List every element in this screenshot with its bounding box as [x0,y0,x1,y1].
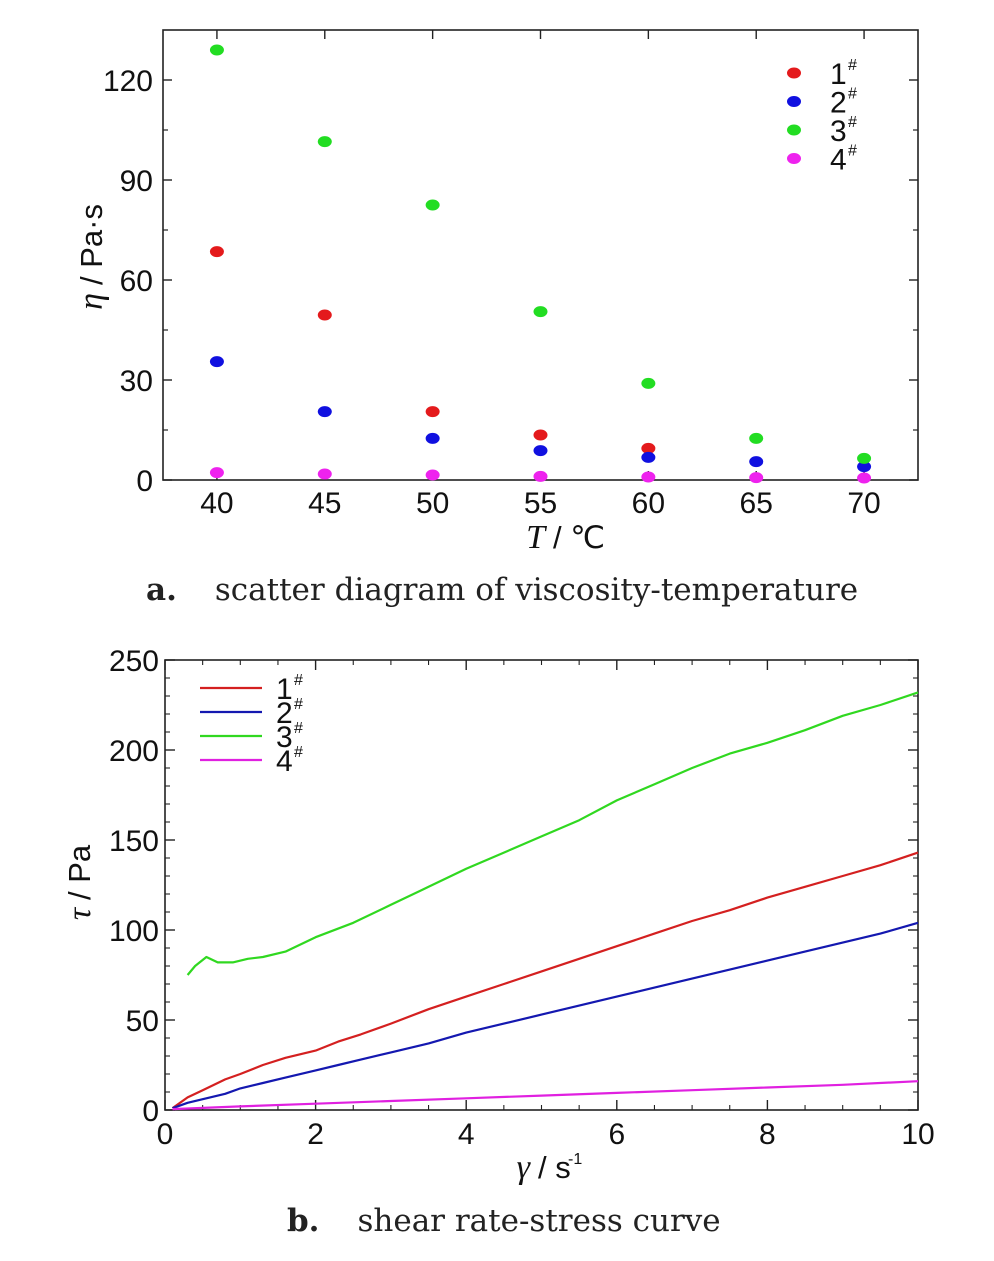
data-point-series-4 [857,472,872,484]
legend-label-4: 4 [276,745,293,778]
y-tick-label: 150 [109,825,159,858]
series-line-3 [186,691,919,976]
data-point-series-3 [209,44,224,56]
y-axis-symbol: η [73,293,110,310]
data-point-series-4 [425,469,440,481]
legend-sup-2: # [294,696,303,713]
x-tick-label: 70 [847,487,880,520]
legend-label-1: 1 [276,673,293,706]
x-tick-label: 55 [524,487,557,520]
data-point-series-2 [209,356,224,368]
y-axis-unit: / Pa·s [74,204,109,285]
y-tick-label: 30 [120,365,153,398]
x-tick-label: 40 [200,487,233,520]
x-axis-symbol: γ [517,1149,532,1186]
data-point-series-3 [749,432,764,444]
legend-sup-4: # [848,143,857,160]
legend-label-2: 2 [830,87,847,120]
x-tick-label: 60 [632,487,665,520]
x-axis-unit: / s [538,1150,571,1185]
caption-a-letter: a. [146,572,177,608]
data-point-series-4 [749,472,764,484]
legend-marker-4 [787,153,801,164]
y-tick-label: 90 [120,165,153,198]
legend-sup-3: # [294,720,303,737]
data-point-series-3 [641,377,656,389]
x-axis-symbol: T [526,519,547,556]
legend-marker-3 [787,124,801,136]
x-axis-exponent: -1 [568,1151,582,1168]
legend-label-3: 3 [830,115,847,148]
x-tick-label: 10 [901,1118,934,1151]
y-tick-label: 100 [109,915,159,948]
x-axis-unit: / ℃ [553,520,605,555]
x-tick-label: 6 [608,1118,625,1151]
y-axis-label: τ / Pa [61,844,98,920]
x-tick-label: 8 [759,1118,776,1151]
data-point-series-2 [533,445,548,457]
x-tick-label: 45 [308,487,341,520]
data-point-series-3 [425,199,440,211]
legend-marker-2 [787,96,801,107]
series-line-4 [172,1080,919,1111]
data-point-series-2 [317,406,332,418]
data-point-series-3 [857,452,872,464]
legend-sup-1: # [294,672,303,689]
data-point-series-2 [641,451,656,463]
data-point-series-3 [317,136,332,148]
x-tick-label: 65 [740,487,773,520]
data-point-series-4 [533,470,548,482]
legend-sup-3: # [848,114,857,131]
y-tick-label: 250 [109,645,159,678]
legend-sup-1: # [848,57,857,74]
y-axis-unit: / Pa [62,844,97,900]
caption-a: a. scatter diagram of viscosity-temperatu… [146,572,858,608]
legend-label-1: 1 [830,58,847,91]
y-tick-label: 60 [120,265,153,298]
y-tick-label: 0 [136,465,153,498]
y-tick-label: 120 [103,65,153,98]
series-line-1 [171,851,919,1110]
data-point-series-4 [317,468,332,480]
data-point-series-1 [317,309,332,321]
series-line-2 [172,921,919,1110]
caption-b-text: shear rate-stress curve [357,1203,721,1239]
x-tick-label: 2 [307,1118,324,1151]
data-point-series-4 [209,467,224,479]
data-point-series-4 [641,471,656,483]
data-point-series-2 [857,461,872,473]
legend-sup-4: # [294,744,303,761]
x-tick-label: 4 [458,1118,475,1151]
y-axis-label: η / Pa·s [73,204,110,310]
legend-label-4: 4 [830,144,847,177]
y-axis-symbol: τ [61,906,98,920]
data-point-series-1 [425,406,440,418]
data-point-series-3 [533,306,548,318]
legend-marker-1 [787,67,801,79]
data-point-series-2 [749,456,764,468]
caption-a-text: scatter diagram of viscosity-temperature [214,572,859,608]
y-tick-label: 200 [109,735,159,768]
data-point-series-1 [209,246,224,258]
legend-sup-2: # [848,86,857,103]
x-tick-label: 0 [157,1118,174,1151]
caption-b: b. shear rate-stress curve [287,1203,721,1239]
data-point-series-2 [425,432,440,444]
data-point-series-1 [533,429,548,441]
y-tick-label: 50 [126,1005,159,1038]
legend-label-3: 3 [276,721,293,754]
x-tick-label: 50 [416,487,449,520]
caption-b-letter: b. [287,1203,320,1239]
data-point-series-1 [641,442,656,454]
legend-label-2: 2 [276,697,293,730]
y-tick-label: 0 [142,1095,159,1128]
